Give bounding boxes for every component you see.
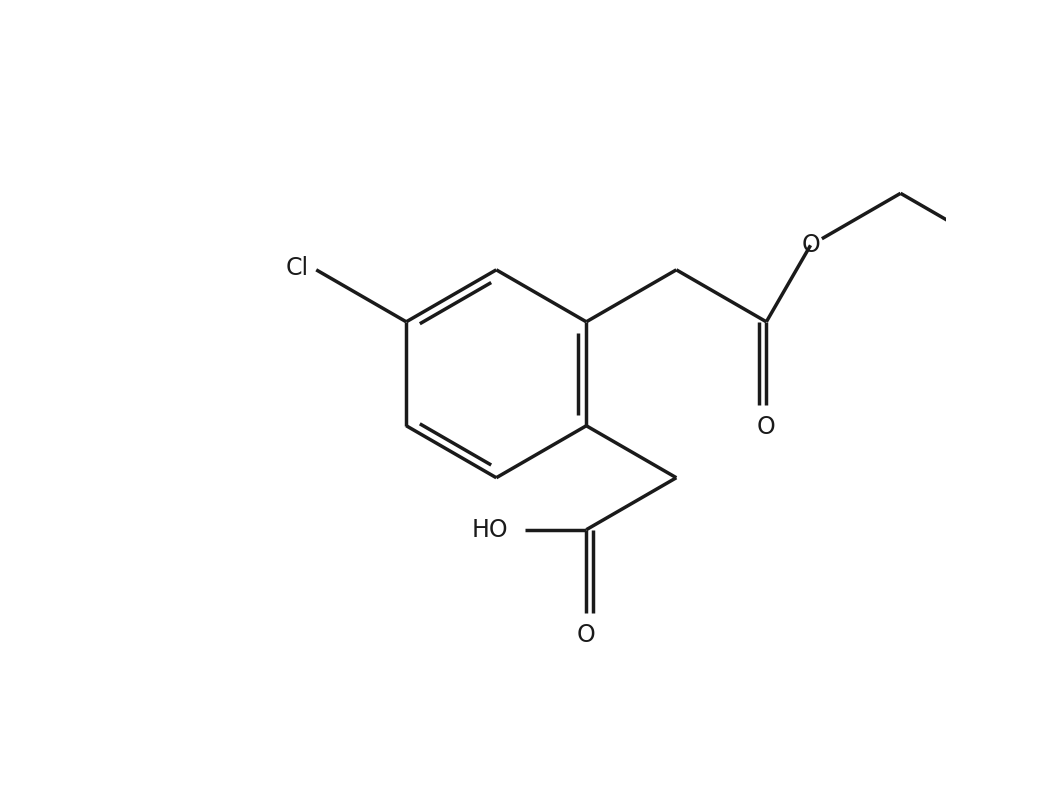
- Text: O: O: [802, 233, 821, 257]
- Text: Cl: Cl: [286, 256, 309, 280]
- Text: O: O: [757, 415, 776, 439]
- Text: O: O: [577, 623, 596, 647]
- Text: HO: HO: [472, 518, 508, 542]
